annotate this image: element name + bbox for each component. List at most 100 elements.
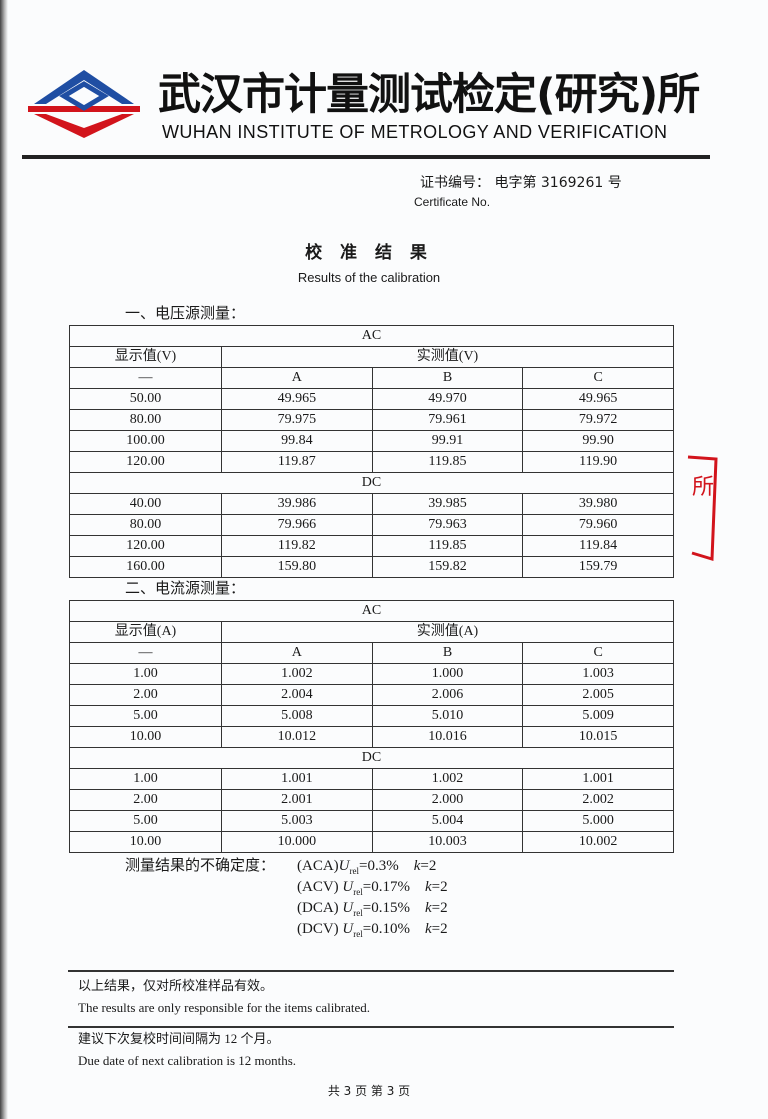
certificate-value: 电字第 3169261 号	[494, 175, 622, 191]
interval-note-cn: 建议下次复校时间间隔为 12 个月。	[78, 1031, 280, 1046]
table-row: 1.00 1.001 1.002 1.001	[69, 768, 674, 790]
measured-cell: 119.84	[522, 535, 674, 557]
voltage-table: AC 显示值(V) 实测值(V) — A B C 50.00 49.965 49.970 49.96…	[69, 325, 674, 578]
table-row: 2.00 2.004 2.006 2.005	[69, 684, 674, 706]
measured-cell: 49.965	[522, 388, 674, 410]
phase-header: C	[522, 367, 674, 389]
u-symbol: U	[342, 921, 354, 937]
stamp-text: 所	[692, 475, 715, 500]
display-cell: 40.00	[69, 493, 222, 515]
uncertainty-value: =0.15%	[362, 900, 410, 916]
display-cell: 80.00	[69, 409, 222, 431]
measured-cell: 1.001	[221, 768, 373, 790]
k-symbol: k	[413, 858, 421, 874]
table-row: 2.00 2.001 2.000 2.002	[69, 789, 674, 811]
phase-header: B	[371, 367, 524, 389]
quantity-type: (ACV)	[297, 879, 343, 895]
quantity-type: (DCV)	[297, 921, 343, 937]
display-cell: 160.00	[69, 556, 222, 578]
results-title-cn: 校 准 结 果	[305, 243, 433, 263]
certificate-label: 证书编号：	[420, 175, 490, 191]
uncertainty-line: (DCA) Urel=0.15% k=2	[297, 898, 448, 919]
divider	[68, 970, 674, 972]
measured-cell: 119.82	[221, 535, 373, 557]
measured-cell: 39.980	[522, 493, 674, 515]
table-row: 160.00 159.80 159.82 159.79	[69, 556, 674, 578]
column-header-row: 显示值(A) 实测值(A)	[69, 621, 674, 643]
measured-cell: 119.85	[371, 451, 524, 473]
table-row: 120.00 119.87 119.85 119.90	[69, 451, 674, 473]
measured-cell: 39.986	[221, 493, 373, 515]
measured-cell: 5.009	[522, 705, 674, 727]
display-cell: 5.00	[69, 810, 222, 832]
voltage-section-title: 一、电压源测量：	[125, 306, 246, 322]
table-row: 10.00 10.000 10.003 10.002	[69, 831, 674, 853]
k-symbol: k	[424, 879, 432, 895]
quantity-type: (ACA)	[297, 858, 339, 874]
measured-cell: 79.975	[221, 409, 373, 431]
measured-cell: 2.000	[371, 789, 524, 811]
u-symbol: U	[342, 879, 354, 895]
measured-cell: 10.000	[221, 831, 373, 853]
display-cell: 50.00	[69, 388, 222, 410]
k-symbol: k	[424, 921, 432, 937]
phase-header: A	[221, 642, 373, 664]
measured-cell: 1.001	[522, 768, 674, 790]
table-row: 100.00 99.84 99.91 99.90	[69, 430, 674, 452]
certificate-label-en: Certificate No.	[414, 195, 491, 209]
measured-cell: 159.80	[221, 556, 373, 578]
ac-header: AC	[69, 600, 674, 622]
rel-subscript: rel	[353, 887, 363, 897]
validity-note-cn: 以上结果，仅对所校准样品有效。	[78, 978, 274, 993]
page-number: 共 3 页 第 3 页	[327, 1084, 411, 1098]
uncertainty-line: (DCV) Urel=0.10% k=2	[297, 919, 448, 940]
table-row: 5.00 5.008 5.010 5.009	[69, 705, 674, 727]
divider	[68, 1026, 674, 1028]
coverage-factor: =2	[420, 858, 437, 874]
display-cell: 120.00	[69, 535, 222, 557]
header-divider	[22, 155, 710, 159]
certificate-number: 证书编号： 电字第 3169261 号	[420, 174, 622, 192]
ac-row: AC	[69, 325, 674, 347]
phase-header-row: — A B C	[69, 367, 674, 389]
measured-cell: 79.972	[522, 409, 674, 431]
measured-cell: 119.85	[371, 535, 524, 557]
scan-edge	[0, 0, 8, 1119]
rel-subscript: rel	[349, 866, 360, 876]
measured-cell: 159.82	[371, 556, 524, 578]
table-row: 5.00 5.003 5.004 5.000	[69, 810, 674, 832]
table-row: 80.00 79.975 79.961 79.972	[69, 409, 674, 431]
uncertainty-value: =0.3%	[359, 858, 399, 874]
measured-cell: 10.003	[371, 831, 524, 853]
measured-cell: 2.004	[221, 684, 373, 706]
current-table: AC 显示值(A) 实测值(A) — A B C 1.00 1.002 1.000 1.003 2.0…	[69, 600, 674, 853]
measured-value-header: 实测值(A)	[221, 621, 674, 643]
institute-name-en: WUHAN INSTITUTE OF METROLOGY AND VERIFIC…	[162, 122, 668, 142]
uncertainty-line: (ACV) Urel=0.17% k=2	[297, 877, 448, 898]
column-header-row: 显示值(V) 实测值(V)	[69, 346, 674, 368]
measured-cell: 2.005	[522, 684, 674, 706]
coverage-factor: =2	[431, 921, 448, 937]
measured-cell: 5.008	[221, 705, 373, 727]
display-value-header: 显示值(A)	[69, 621, 222, 643]
measured-cell: 1.003	[522, 663, 674, 685]
table-row: 80.00 79.966 79.963 79.960	[69, 514, 674, 536]
ac-row: AC	[69, 600, 674, 622]
rel-subscript: rel	[353, 929, 363, 939]
display-cell: 5.00	[69, 705, 222, 727]
uncertainty: 测量结果的不确定度： (ACA)Urel=0.3% k=2 (ACV) Urel=…	[125, 856, 448, 939]
display-cell: 1.00	[69, 768, 222, 790]
measured-cell: 2.001	[221, 789, 373, 811]
measured-cell: 10.012	[221, 726, 373, 748]
measured-cell: 79.960	[522, 514, 674, 536]
validity-note-en: The results are only responsible for the…	[78, 1000, 371, 1015]
rel-subscript: rel	[353, 908, 363, 918]
measured-cell: 79.963	[371, 514, 524, 536]
measured-cell: 119.87	[221, 451, 373, 473]
u-symbol: U	[342, 900, 354, 916]
display-cell: 120.00	[69, 451, 222, 473]
dash-cell: —	[69, 642, 222, 664]
uncertainty-value: =0.10%	[362, 921, 410, 937]
dc-row: DC	[69, 747, 674, 769]
